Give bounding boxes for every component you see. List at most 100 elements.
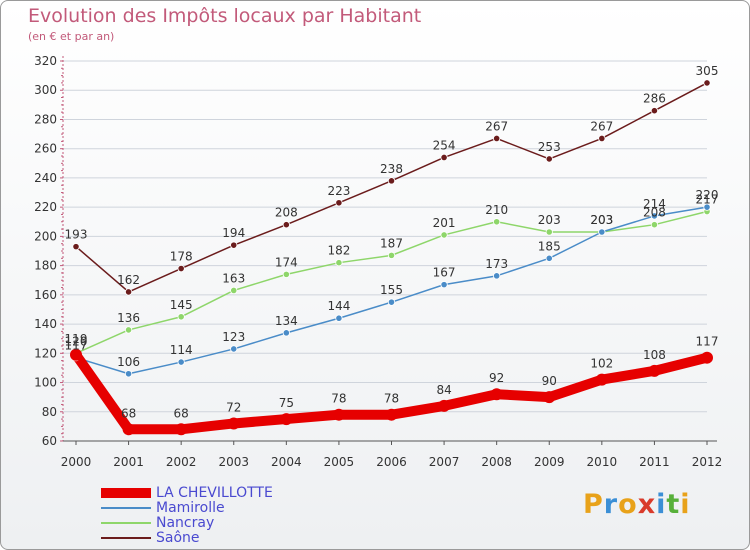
x-tick-label: 2003 [218, 455, 249, 469]
data-point [177, 313, 185, 321]
data-point [490, 388, 503, 401]
y-tick-label: 60 [42, 434, 57, 448]
data-point [598, 228, 606, 236]
y-tick-label: 80 [42, 405, 57, 419]
legend-swatch [101, 521, 151, 524]
legend-item-mamirolle: Mamirolle [101, 499, 273, 516]
y-tick-label: 120 [34, 346, 57, 360]
data-labels: 193 162 178 194 208 223 238 254 267 253 267 286 305 1… [65, 64, 719, 420]
data-point [387, 177, 396, 185]
data-label: 178 [170, 250, 193, 264]
data-label: 173 [485, 257, 508, 271]
data-label: 203 [590, 213, 613, 227]
data-label: 194 [222, 226, 245, 240]
data-label: 254 [433, 138, 456, 152]
data-label: 72 [226, 400, 241, 414]
data-point [335, 259, 343, 267]
data-point [650, 107, 659, 115]
data-point [177, 358, 185, 366]
data-label: 253 [538, 140, 561, 154]
data-label: 108 [643, 348, 666, 362]
y-tick-label: 220 [34, 200, 57, 214]
data-point [440, 281, 448, 289]
data-point [335, 314, 343, 322]
y-tick-label: 140 [34, 317, 57, 331]
legend-label: Saône [156, 529, 200, 546]
data-point [124, 288, 133, 296]
data-point [545, 228, 553, 236]
data-label: 90 [542, 374, 557, 388]
data-label: 208 [643, 206, 666, 220]
data-label: 136 [117, 311, 140, 325]
grid-lines [63, 60, 707, 442]
data-label: 208 [275, 206, 298, 220]
data-point [282, 221, 290, 229]
data-label: 84 [436, 383, 451, 397]
data-label: 167 [433, 266, 456, 280]
data-label: 163 [222, 271, 245, 285]
y-tick-label: 280 [34, 112, 57, 126]
data-label: 155 [380, 283, 403, 297]
data-label: 185 [538, 239, 561, 253]
data-label: 75 [279, 396, 294, 410]
data-point [124, 370, 133, 378]
data-point [650, 221, 659, 229]
data-point [335, 199, 343, 207]
data-label: 114 [170, 343, 193, 357]
logo-letter: i [680, 489, 691, 520]
data-point [545, 155, 553, 163]
data-point [122, 423, 135, 436]
data-point [124, 326, 133, 334]
x-tick-label: 2007 [429, 455, 460, 469]
logo-letter: o [618, 489, 638, 520]
y-tick-label: 320 [34, 54, 57, 68]
data-label: 102 [590, 357, 613, 371]
x-tick-label: 2006 [376, 455, 407, 469]
data-label: 78 [331, 392, 346, 406]
data-point [332, 408, 345, 421]
x-tick-label: 2000 [61, 455, 92, 469]
data-point [701, 351, 713, 364]
data-label: 286 [643, 92, 666, 106]
data-point [70, 348, 82, 361]
data-point [438, 399, 451, 412]
y-tick-label: 100 [34, 376, 57, 390]
data-point [493, 134, 501, 143]
y-tick-label: 260 [34, 142, 57, 156]
data-label: 117 [65, 339, 88, 353]
logo-letter: P [583, 489, 604, 520]
data-label: 220 [696, 188, 719, 202]
data-label: 106 [117, 355, 140, 369]
data-label: 210 [485, 203, 508, 217]
data-label: 267 [590, 119, 613, 133]
data-point [440, 231, 448, 239]
data-label: 174 [275, 255, 298, 269]
data-point [282, 329, 290, 337]
legend-swatch [101, 506, 151, 509]
legend-item-saone: Saône [101, 529, 273, 546]
data-point [230, 286, 238, 295]
legend-item-la-chevillotte: LA CHEVILLOTTE [101, 485, 273, 501]
y-tick-label: 160 [34, 288, 57, 302]
data-label: 123 [222, 330, 245, 344]
data-label: 162 [117, 273, 140, 287]
logo-letter: r [603, 489, 619, 520]
data-label: 214 [643, 197, 666, 211]
data-point [545, 254, 553, 262]
data-label: 267 [485, 119, 508, 133]
data-label: 117 [696, 335, 719, 349]
data-point [595, 373, 608, 386]
data-point [650, 212, 659, 220]
legend-label: Mamirolle [156, 499, 225, 516]
data-label: 193 [65, 228, 88, 242]
legend-swatch [101, 487, 151, 498]
data-point [493, 272, 501, 280]
data-label: 120 [65, 334, 88, 348]
data-label: 223 [327, 184, 350, 198]
legend-label: Nancray [156, 514, 215, 531]
chart-subtitle: (en € et par an) [28, 30, 115, 43]
data-label: 238 [380, 162, 403, 176]
x-tick-label: 2010 [587, 455, 618, 469]
